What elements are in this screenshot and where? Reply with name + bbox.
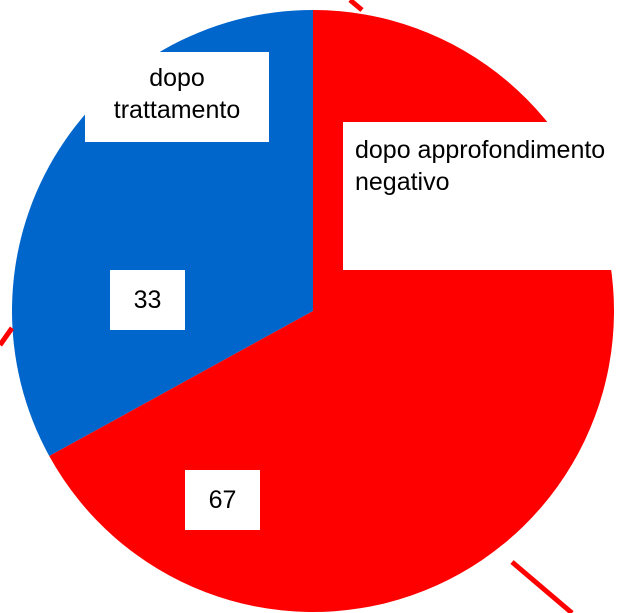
- leader-line: [348, 0, 364, 12]
- slice-label: dopo approfondimento negativo: [343, 122, 613, 270]
- leader-line: [510, 560, 574, 613]
- value-label: 33: [110, 270, 185, 330]
- leader-line: [0, 326, 15, 347]
- slice-label: dopo trattamento: [85, 52, 269, 142]
- value-label: 67: [185, 470, 260, 530]
